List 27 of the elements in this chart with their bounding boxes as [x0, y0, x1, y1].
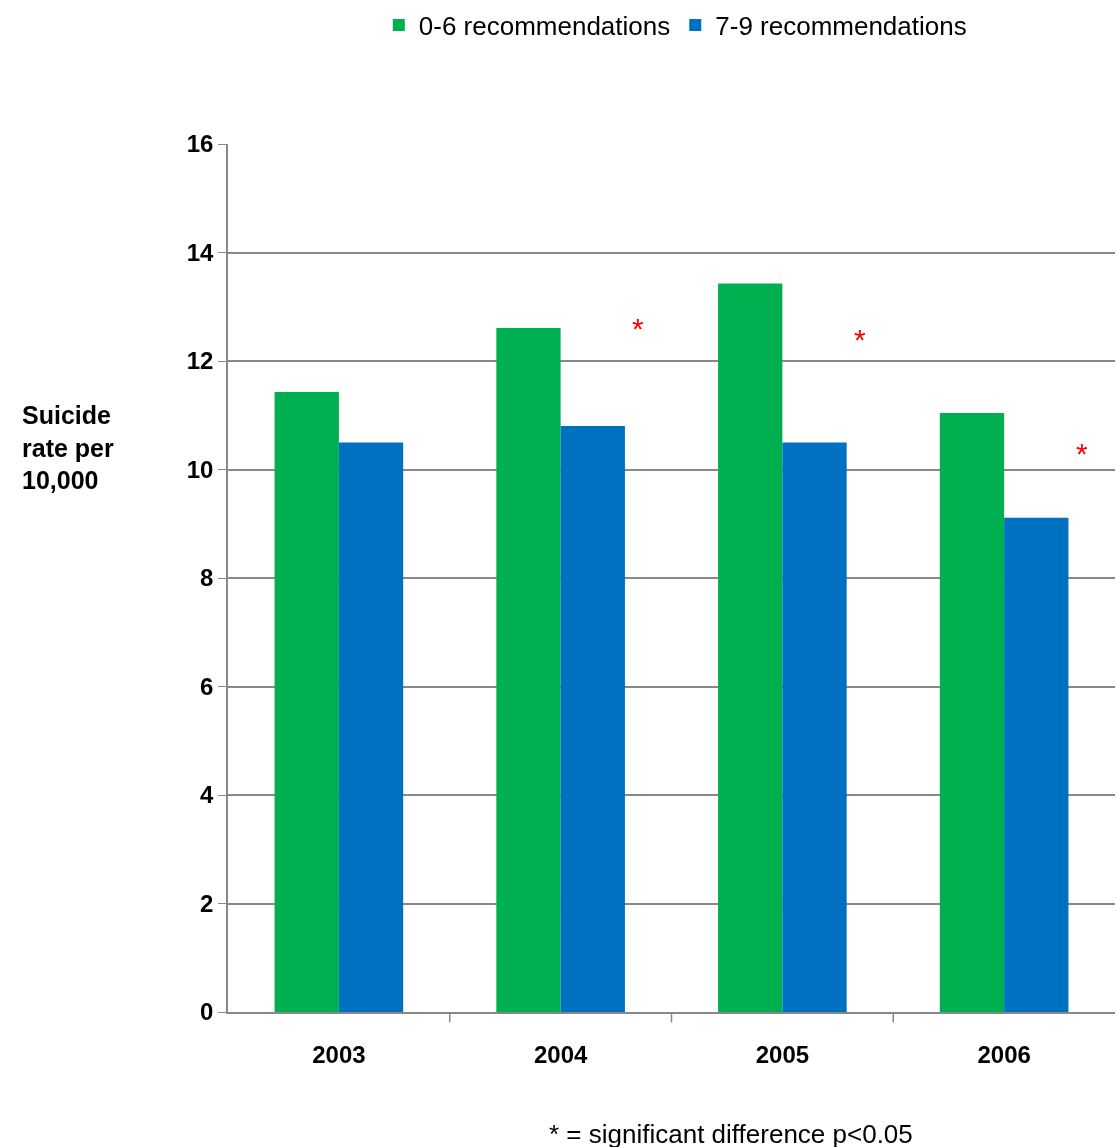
x-tick-label: 2005 — [755, 1040, 810, 1068]
bar — [1004, 517, 1069, 1012]
y-tick-label: 6 — [200, 672, 214, 700]
legend-label: 0-6 recommendations — [418, 11, 671, 42]
y-axis-title: Suicide rate per 10,000 — [22, 401, 114, 494]
y-tick-label: 10 — [186, 455, 214, 483]
y-tick-label: 16 — [186, 130, 214, 158]
annotation: * — [1076, 437, 1088, 470]
y-tick-label: 2 — [200, 889, 214, 917]
bar — [560, 426, 625, 1012]
y-tick-label: 4 — [200, 781, 215, 809]
annotation: * — [632, 312, 644, 345]
y-tick-label: 14 — [186, 238, 215, 266]
bar — [496, 327, 561, 1012]
bar — [718, 283, 783, 1012]
bar — [274, 391, 339, 1012]
bar — [338, 442, 404, 1012]
bar — [939, 413, 1005, 1012]
x-tick-label: 2004 — [533, 1040, 588, 1068]
y-tick-label: 12 — [186, 347, 214, 375]
x-tick-label: 2006 — [977, 1040, 1031, 1068]
annotation: * — [854, 323, 866, 356]
x-tick-label: 2003 — [312, 1040, 366, 1068]
bar — [782, 442, 847, 1012]
y-tick-label: 0 — [200, 998, 214, 1026]
y-tick-label: 8 — [200, 564, 214, 592]
legend-label: 7-9 recommendations — [715, 11, 967, 42]
